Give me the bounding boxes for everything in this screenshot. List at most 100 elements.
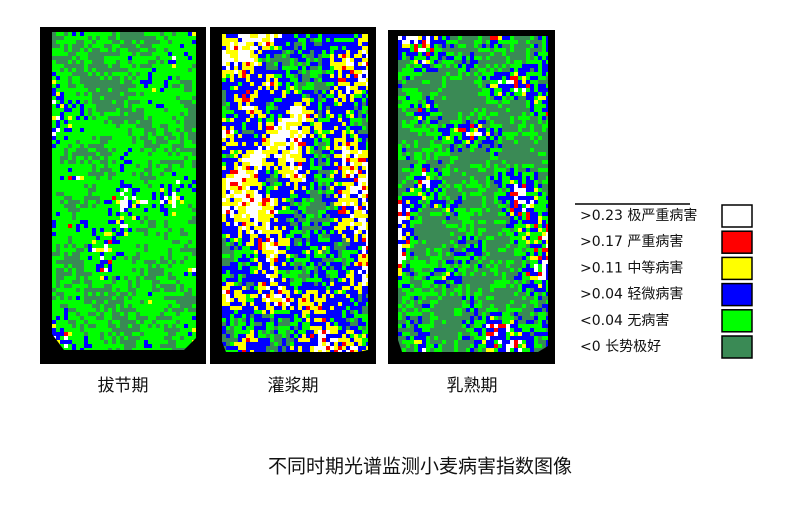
pixel xyxy=(104,68,108,72)
pixel xyxy=(310,138,314,142)
pixel xyxy=(80,136,84,140)
pixel xyxy=(92,236,96,240)
pixel xyxy=(52,244,56,248)
pixel xyxy=(362,246,366,250)
pixel xyxy=(128,204,132,208)
pixel xyxy=(266,86,270,90)
pixel xyxy=(322,106,326,110)
pixel xyxy=(334,130,338,134)
pixel xyxy=(112,144,116,148)
pixel xyxy=(294,250,298,254)
pixel xyxy=(302,86,306,90)
pixel xyxy=(168,248,172,252)
pixel xyxy=(310,46,314,50)
pixel xyxy=(358,206,362,210)
pixel xyxy=(318,242,322,246)
pixel xyxy=(180,328,184,332)
pixel xyxy=(72,212,76,216)
pixel xyxy=(298,218,302,222)
pixel xyxy=(250,38,254,42)
pixel xyxy=(334,114,338,118)
pixel xyxy=(108,284,112,288)
pixel xyxy=(64,44,68,48)
pixel xyxy=(266,122,270,126)
pixel xyxy=(274,186,278,190)
pixel xyxy=(266,218,270,222)
pixel xyxy=(104,216,108,220)
pixel xyxy=(172,144,176,148)
pixel xyxy=(168,172,172,176)
pixel xyxy=(226,206,230,210)
pixel xyxy=(354,66,358,70)
pixel xyxy=(156,84,160,88)
pixel xyxy=(350,70,354,74)
pixel xyxy=(172,84,176,88)
pixel xyxy=(334,102,338,106)
pixel xyxy=(188,252,192,256)
pixel xyxy=(338,70,342,74)
pixel xyxy=(302,194,306,198)
pixel xyxy=(168,36,172,40)
pixel xyxy=(172,260,176,264)
pixel xyxy=(68,160,72,164)
pixel xyxy=(274,110,278,114)
pixel xyxy=(180,184,184,188)
pixel xyxy=(96,268,100,272)
pixel xyxy=(152,224,156,228)
pixel xyxy=(180,220,184,224)
pixel xyxy=(192,312,196,316)
pixel xyxy=(354,34,358,38)
pixel xyxy=(88,312,92,316)
pixel xyxy=(148,132,152,136)
pixel xyxy=(144,192,148,196)
pixel xyxy=(136,140,140,144)
pixel xyxy=(310,222,314,226)
pixel xyxy=(112,244,116,248)
pixel xyxy=(354,230,358,234)
pixel xyxy=(164,168,168,172)
pixel xyxy=(120,144,124,148)
pixel xyxy=(172,68,176,72)
pixel xyxy=(230,254,234,258)
pixel xyxy=(64,260,68,264)
pixel xyxy=(302,214,306,218)
pixel xyxy=(56,292,60,296)
pixel xyxy=(140,56,144,60)
pixel xyxy=(80,252,84,256)
pixel xyxy=(238,70,242,74)
pixel xyxy=(92,52,96,56)
pixel xyxy=(108,64,112,68)
pixel xyxy=(366,122,368,126)
pixel xyxy=(96,32,100,36)
pixel xyxy=(80,264,84,268)
pixel xyxy=(306,118,310,122)
pixel xyxy=(100,200,104,204)
pixel xyxy=(346,46,350,50)
pixel xyxy=(164,40,168,44)
pixel xyxy=(330,154,334,158)
pixel xyxy=(56,168,60,172)
pixel xyxy=(302,142,306,146)
pixel xyxy=(84,160,88,164)
pixel xyxy=(76,96,80,100)
pixel xyxy=(366,118,368,122)
pixel xyxy=(84,264,88,268)
pixel xyxy=(282,34,286,38)
pixel xyxy=(330,222,334,226)
pixel xyxy=(124,276,128,280)
pixel xyxy=(354,150,358,154)
pixel xyxy=(254,38,258,42)
pixel xyxy=(56,48,60,52)
pixel xyxy=(266,90,270,94)
pixel xyxy=(160,240,164,244)
pixel xyxy=(226,150,230,154)
pixel xyxy=(180,128,184,132)
pixel xyxy=(156,308,160,312)
pixel xyxy=(286,154,290,158)
pixel xyxy=(262,258,266,262)
pixel xyxy=(258,62,262,66)
pixel xyxy=(350,222,354,226)
pixel xyxy=(52,176,56,180)
pixel xyxy=(246,226,250,230)
pixel xyxy=(120,76,124,80)
